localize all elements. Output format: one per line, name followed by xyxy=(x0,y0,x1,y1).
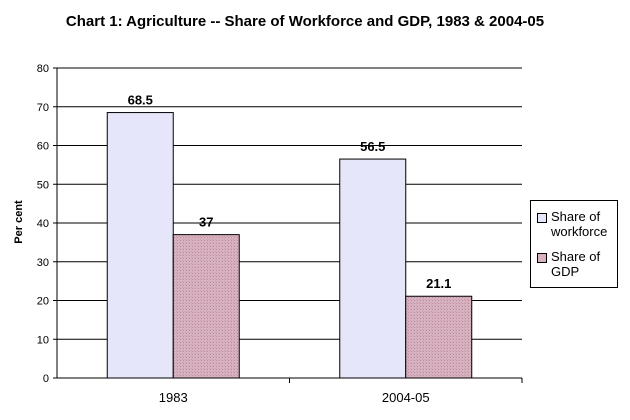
y-tick-label-10: 10 xyxy=(37,334,49,346)
data-label-workforce-1983: 68.5 xyxy=(128,93,153,108)
legend-label-workforce: Share of workforce xyxy=(551,209,608,239)
y-tick-label-60: 60 xyxy=(37,141,49,153)
bar-workforce-1983 xyxy=(106,112,174,379)
y-tick-label-30: 30 xyxy=(37,257,49,269)
y-tick-label-50: 50 xyxy=(37,179,49,191)
y-tick-label-0: 0 xyxy=(43,373,49,385)
legend-swatch-workforce xyxy=(537,213,547,223)
data-label-gdp-1983: 37 xyxy=(199,215,213,230)
bar-gdp-2004-05 xyxy=(405,295,473,379)
legend-label-gdp: Share of GDP xyxy=(551,249,601,279)
chart-title: Chart 1: Agriculture -- Share of Workfor… xyxy=(65,13,545,30)
x-axis-categories: 1983 2004-05 xyxy=(159,390,430,405)
y-tick-label-70: 70 xyxy=(37,102,49,114)
y-axis-label: Per cent xyxy=(13,200,25,244)
chart-legend: Share of workforce Share of GDP xyxy=(530,200,618,288)
y-tick-label-20: 20 xyxy=(37,296,49,308)
data-labels: 68.5 37 56.5 21.1 xyxy=(128,93,452,292)
y-tick-label-80: 80 xyxy=(37,63,49,75)
axes xyxy=(56,68,523,383)
y-tick-label-40: 40 xyxy=(37,218,49,230)
x-category-label-2004-05: 2004-05 xyxy=(382,390,430,405)
x-category-label-1983: 1983 xyxy=(159,390,188,405)
data-label-gdp-2004-05: 21.1 xyxy=(426,276,451,291)
data-label-workforce-2004-05: 56.5 xyxy=(360,139,385,154)
bar-gdp-1983 xyxy=(172,234,240,379)
gridlines xyxy=(57,67,522,340)
legend-swatch-gdp xyxy=(537,253,547,263)
bar-workforce-2004-05 xyxy=(339,158,407,379)
y-axis-ticks: 0 10 20 30 40 50 60 70 80 xyxy=(37,63,57,385)
bars xyxy=(106,112,473,379)
